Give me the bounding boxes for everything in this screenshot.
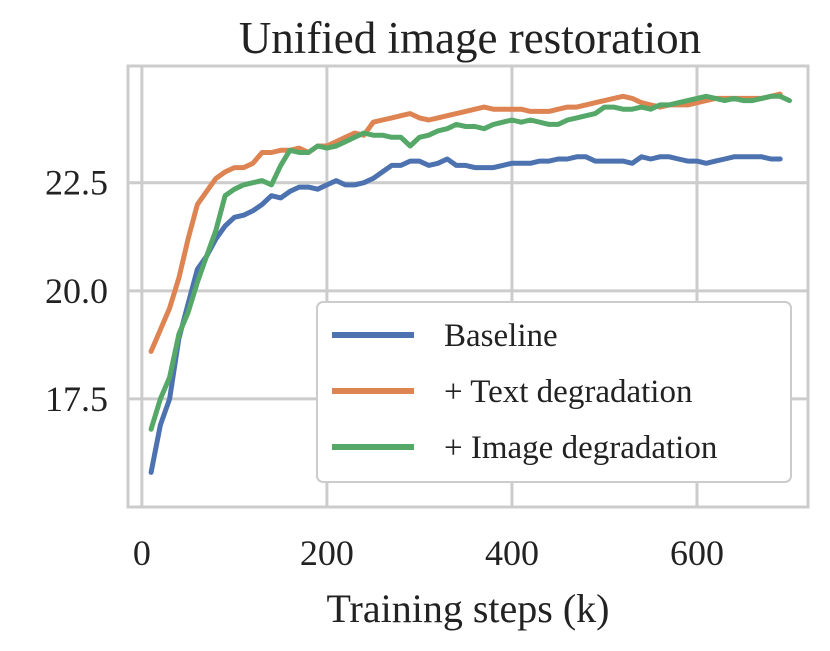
x-tick-labels: 0 200 400 600 [133,533,724,573]
y-tick-labels: 17.5 20.0 22.5 [45,163,108,419]
series-layer [148,91,792,475]
x-tick-label: 400 [485,533,539,573]
x-tick-label: 200 [300,533,354,573]
y-tick-label: 22.5 [45,163,108,203]
x-tick-label: 600 [670,533,724,573]
chart-title: Unified image restoration [239,13,701,63]
x-tick-label: 0 [133,533,151,573]
legend: Baseline + Text degradation + Image degrad… [316,301,792,483]
legend-label-2: + Text degradation [444,374,692,410]
y-tick-label: 17.5 [45,379,108,419]
x-axis-label: Training steps (k) [327,586,610,631]
series-line-1 [148,154,783,475]
legend-label-3: + Image degradation [444,430,717,466]
y-tick-label: 20.0 [45,271,108,311]
plot-frame [126,64,810,509]
legend-label-1: Baseline [444,318,558,354]
legend-box [316,301,792,483]
series-line-3 [148,93,792,432]
